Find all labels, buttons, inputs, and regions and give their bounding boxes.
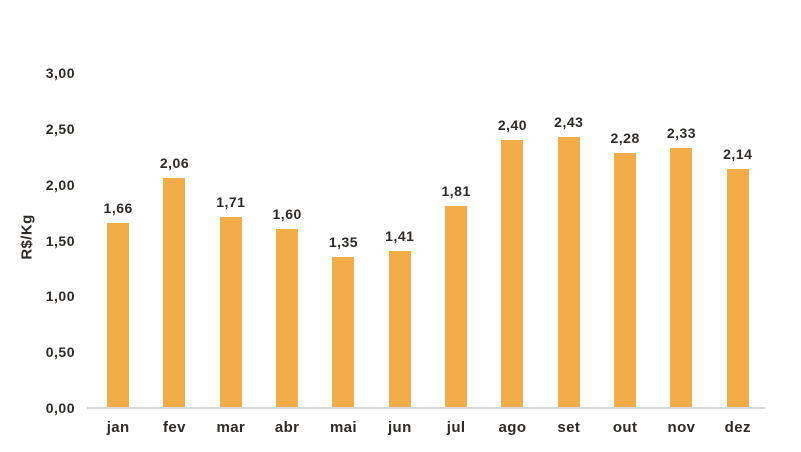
x-tick-label: jul [446, 419, 466, 436]
x-tick-label: ago [498, 419, 527, 436]
y-tick-label: 1,50 [45, 232, 75, 249]
bar-value-label: 2,14 [723, 146, 753, 163]
y-tick-label: 2,00 [45, 176, 75, 193]
bar-group: 1,41 jun [372, 73, 428, 436]
y-tick-label: 0,50 [45, 344, 75, 361]
y-tick-label: 2,50 [45, 120, 75, 137]
bar-value-label: 2,28 [610, 130, 640, 147]
y-tick-label: 3,00 [45, 65, 75, 81]
x-tick-label: set [557, 419, 581, 436]
bar-group: 2,40 ago [484, 73, 540, 436]
bar [276, 229, 299, 408]
x-tick-label: mar [216, 419, 246, 436]
bar-value-label: 1,81 [441, 182, 471, 199]
x-axis-line [87, 407, 765, 409]
bar-group: 1,35 mai [315, 73, 371, 436]
bar [501, 140, 524, 408]
bar-group: 1,81 jul [428, 73, 484, 436]
x-tick-label: fev [163, 419, 186, 436]
bar [557, 136, 580, 408]
bar-group: 1,66 jan [90, 73, 146, 436]
x-tick-label: abr [274, 419, 300, 436]
y-tick-label: 1,00 [45, 288, 75, 305]
bar-group: 2,14 dez [710, 73, 766, 436]
bar-group: 2,43 set [541, 73, 597, 436]
bars-row: 1,66 jan 2,06 fev 1,71 mar 1,60 abr 1,35 mai 1,41 j… [90, 73, 766, 436]
bar-value-label: 2,06 [159, 154, 190, 171]
plot-area: 1,66 jan 2,06 fev 1,71 mar 1,60 abr 1,35 mai 1,41 j… [87, 73, 766, 436]
bar-value-label: 2,40 [497, 117, 528, 133]
x-tick-label: dez [724, 419, 751, 436]
x-tick-label: nov [667, 419, 696, 436]
bar-value-label: 1,66 [103, 199, 133, 216]
bar-value-label: 1,71 [216, 194, 246, 211]
bar [445, 205, 468, 408]
bar-value-label: 1,41 [385, 227, 415, 244]
bar-value-label: 2,43 [554, 113, 584, 130]
bar [332, 257, 355, 408]
bar-group: 2,28 out [597, 73, 653, 436]
bar [388, 250, 411, 408]
bar [614, 153, 637, 408]
bar-group: 2,06 fev [146, 73, 202, 436]
x-tick-label: out [612, 419, 638, 436]
bar [219, 217, 242, 408]
x-tick-label: jun [387, 419, 412, 436]
bar-value-label: 1,60 [272, 206, 302, 223]
bar [107, 222, 130, 408]
y-tick-label: 0,00 [45, 400, 75, 416]
bar-value-label: 2,33 [666, 124, 697, 141]
y-axis-ticks: 0,00 0,50 1,00 1,50 2,00 2,50 3,00 [0, 65, 75, 416]
bar [726, 169, 749, 408]
x-tick-label: jan [106, 419, 130, 436]
x-tick-label: mai [329, 419, 357, 436]
bar [163, 177, 186, 408]
bar-group: 1,71 mar [203, 73, 259, 436]
bar-group: 2,33 nov [653, 73, 709, 436]
bar [670, 147, 693, 408]
bar-value-label: 1,35 [328, 234, 359, 251]
bar-group: 1,60 abr [259, 73, 315, 436]
